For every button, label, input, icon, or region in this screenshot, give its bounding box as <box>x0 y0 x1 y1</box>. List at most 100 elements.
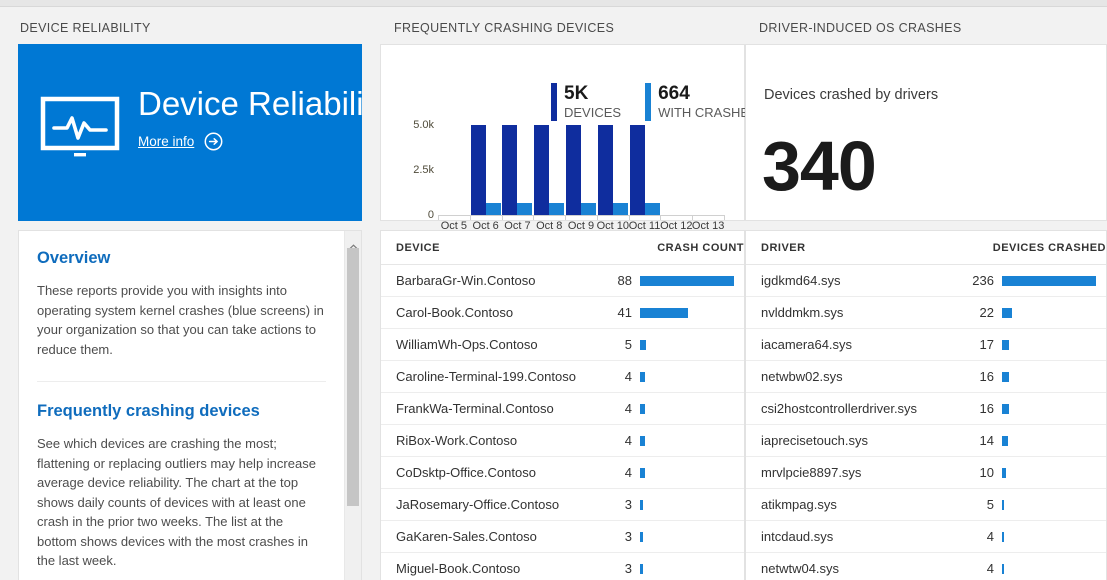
chart-bar-devices <box>470 125 486 215</box>
chart-bar-devices <box>502 125 518 215</box>
column-title-frequently-crashing-devices: FREQUENTLY CRASHING DEVICES <box>394 21 615 35</box>
chart-legend: 5K DEVICES 664 WITH CRASHES <box>551 83 758 121</box>
driver-row-value: 4 <box>948 520 994 553</box>
driver-row[interactable]: nvlddmkm.sys 22 <box>746 296 1106 329</box>
driver-row-bar <box>1002 339 1010 350</box>
driver-row[interactable]: iaprecisetouch.sys 14 <box>746 424 1106 457</box>
device-row-bar <box>640 275 734 286</box>
chart-bar-group <box>534 125 565 215</box>
driver-row[interactable]: mrvlpcie8897.sys 10 <box>746 456 1106 489</box>
driver-row[interactable]: intcdaud.sys 4 <box>746 520 1106 553</box>
device-row-value: 5 <box>586 328 632 361</box>
overview-scrollbar[interactable] <box>344 231 361 580</box>
device-row-bar-cell <box>632 456 744 489</box>
device-row[interactable]: JaRosemary-Office.Contoso 3 <box>381 488 744 521</box>
driver-row-bar <box>1002 531 1004 542</box>
scrollbar-thumb[interactable] <box>347 248 359 506</box>
device-row-bar <box>640 563 644 574</box>
more-info-label: More info <box>138 134 195 149</box>
driver-row[interactable]: netwbw02.sys 16 <box>746 360 1106 393</box>
legend-item-devices: 5K DEVICES <box>551 83 621 121</box>
device-row-bar-cell <box>632 296 744 329</box>
device-row-name: CoDsktp-Office.Contoso <box>381 456 586 489</box>
device-row[interactable]: FrankWa-Terminal.Contoso 4 <box>381 392 744 425</box>
more-info-link[interactable]: More info <box>138 132 362 151</box>
device-row-bar-cell <box>632 520 744 553</box>
device-row-bar-cell <box>632 488 744 521</box>
device-row[interactable]: WilliamWh-Ops.Contoso 5 <box>381 328 744 361</box>
scroll-down-button[interactable] <box>345 566 361 580</box>
table-header-row: DRIVER DEVICES CRASHED <box>746 231 1106 265</box>
chart-bar-group <box>597 125 628 215</box>
chart-x-tickmarks <box>438 215 725 220</box>
column-frequently-crashing-devices: FREQUENTLY CRASHING DEVICES 5K DEVICES <box>380 7 758 580</box>
devices-table: DEVICE CRASH COUNT BarbaraGr-Win.Contoso… <box>381 231 744 580</box>
device-row-name: JaRosemary-Office.Contoso <box>381 488 586 521</box>
chart-x-axis-labels: Oct 5 Oct 6 Oct 7 Oct 8 Oct 9 Oct 10 Oct 11 Oct… <box>428 220 728 236</box>
chart-bar-devices <box>566 125 581 215</box>
doc-heading: Overview <box>37 249 111 267</box>
column-header-device: DEVICE <box>381 231 586 265</box>
driver-row-value: 16 <box>948 392 994 425</box>
top-strip-divider <box>0 6 1107 7</box>
chart-x-tick-label: Oct 10 <box>596 220 629 232</box>
driver-row-name: netwbw02.sys <box>746 360 948 393</box>
device-row[interactable]: GaKaren-Sales.Contoso 3 <box>381 520 744 553</box>
device-row-value: 4 <box>586 424 632 457</box>
chart-bars <box>438 125 724 215</box>
driver-row-name: iacamera64.sys <box>746 328 948 361</box>
chart-bar-with-crashes <box>517 203 533 215</box>
driver-row-name: atikmpag.sys <box>746 488 948 521</box>
device-row-bar-cell <box>632 424 744 457</box>
device-row-name: Carol-Book.Contoso <box>381 296 586 329</box>
device-row-bar <box>640 339 646 350</box>
driver-row[interactable]: atikmpag.sys 5 <box>746 488 1106 521</box>
driver-row-bar-cell <box>994 264 1106 297</box>
driver-row[interactable]: csi2hostcontrollerdriver.sys 16 <box>746 392 1106 425</box>
driver-row[interactable]: iacamera64.sys 17 <box>746 328 1106 361</box>
driver-row-bar-cell <box>994 328 1106 361</box>
device-row-bar <box>640 467 645 478</box>
scroll-up-button[interactable] <box>345 231 361 249</box>
driver-row-name: igdkmd64.sys <box>746 264 948 297</box>
driver-row[interactable]: igdkmd64.sys 236 <box>746 264 1106 297</box>
driver-row-name: csi2hostcontrollerdriver.sys <box>746 392 948 425</box>
device-row[interactable]: Caroline-Terminal-199.Contoso 4 <box>381 360 744 393</box>
chart-bar-with-crashes <box>549 203 565 215</box>
doc-body: These reports provide you with insights … <box>37 283 324 357</box>
devices-crashed-kpi-card: Devices crashed by drivers 340 <box>745 44 1107 221</box>
device-row[interactable]: Carol-Book.Contoso 41 <box>381 296 744 329</box>
device-row-bar <box>640 531 644 542</box>
chart-bar-group <box>470 125 501 215</box>
doc-section-overview: Overview These reports provide you with … <box>37 231 326 382</box>
chart-x-tick-label: Oct 12 <box>660 220 693 232</box>
chart-x-tick-label: Oct 11 <box>628 220 661 232</box>
device-row[interactable]: RiBox-Work.Contoso 4 <box>381 424 744 457</box>
hero-tile-device-reliability[interactable]: Device Reliability More info <box>18 44 362 221</box>
device-row-bar <box>640 435 645 446</box>
device-row[interactable]: CoDsktp-Office.Contoso 4 <box>381 456 744 489</box>
device-row-value: 4 <box>586 392 632 425</box>
devices-table-card: DEVICE CRASH COUNT BarbaraGr-Win.Contoso… <box>380 230 745 580</box>
chart-bar-group <box>502 125 533 215</box>
device-row[interactable]: BarbaraGr-Win.Contoso 88 <box>381 264 744 297</box>
driver-row-bar <box>1002 371 1009 382</box>
chart-bar-group <box>629 125 660 215</box>
device-row-name: RiBox-Work.Contoso <box>381 424 586 457</box>
driver-row[interactable]: netwtw04.sys 4 <box>746 552 1106 580</box>
arrow-right-circle-icon <box>204 132 223 151</box>
column-header-driver: DRIVER <box>746 231 948 265</box>
drivers-table-body: igdkmd64.sys 236 nvlddmkm.sys 22 iacamera64.… <box>746 264 1106 580</box>
legend-value-with-crashes: 664 <box>658 83 690 104</box>
chart-bar-devices <box>534 125 550 215</box>
device-row-value: 3 <box>586 520 632 553</box>
device-row-bar <box>640 307 688 318</box>
device-row[interactable]: Miguel-Book.Contoso 3 <box>381 552 744 580</box>
driver-row-bar-cell <box>994 392 1106 425</box>
device-row-value: 4 <box>586 360 632 393</box>
driver-row-value: 22 <box>948 296 994 329</box>
chart-x-tick-label: Oct 6 <box>472 220 499 232</box>
chart-x-tick-label: Oct 7 <box>504 220 531 232</box>
column-driver-induced-os-crashes: DRIVER-INDUCED OS CRASHES Devices crashe… <box>745 7 1107 580</box>
